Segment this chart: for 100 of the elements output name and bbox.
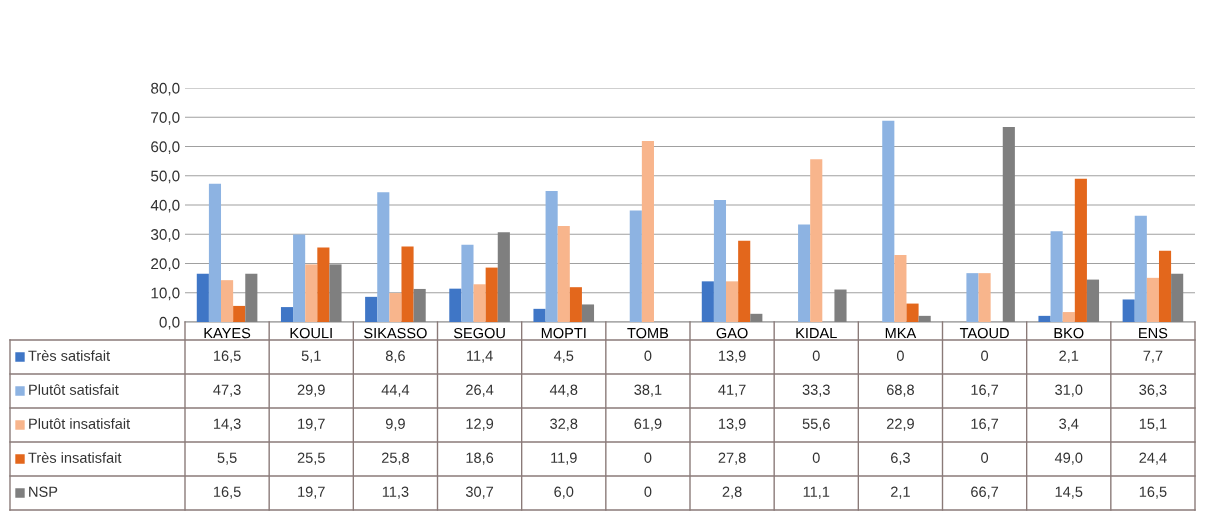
bar <box>726 281 739 322</box>
data-label: 32,8 <box>550 418 578 431</box>
data-label: 36,3 <box>1139 384 1167 397</box>
data-label: 0 <box>644 350 652 361</box>
data-label: 61,9 <box>634 418 662 431</box>
bar <box>798 224 811 322</box>
data-label: 66,7 <box>971 486 999 499</box>
data-label: 0 <box>981 452 989 463</box>
x-tick-label: MKA <box>885 328 917 339</box>
x-tick-label: MOPTI <box>541 327 586 339</box>
data-label: 33,3 <box>802 384 830 397</box>
bar <box>1146 277 1159 322</box>
data-label: 16,5 <box>214 350 241 363</box>
bar <box>641 140 654 322</box>
data-label: 2,8 <box>722 486 742 499</box>
bar <box>221 280 234 322</box>
data-label: 29,9 <box>297 384 325 397</box>
data-label: 2,1 <box>1059 350 1079 363</box>
y-tick-label: 10,0 <box>151 287 180 301</box>
bar <box>377 192 390 322</box>
x-tick-label: ENS <box>1139 327 1168 339</box>
bar <box>569 287 582 322</box>
data-label: 26,4 <box>466 384 494 397</box>
x-tick-label: SIKASSO <box>364 327 427 339</box>
bar <box>545 190 558 322</box>
data-label: 14,3 <box>214 418 241 431</box>
bar <box>485 267 498 322</box>
data-label: 22,9 <box>886 418 914 431</box>
bar <box>365 296 378 322</box>
x-tick-label: TOMB <box>627 327 669 339</box>
data-label: 27,8 <box>718 452 746 465</box>
data-label: 9,9 <box>385 418 405 431</box>
bar <box>882 120 895 322</box>
legend-label: Plutôt satisfait <box>29 384 119 395</box>
data-label: 16,5 <box>1139 486 1167 499</box>
data-label: 13,9 <box>719 418 746 431</box>
data-label: 49,0 <box>1054 452 1083 465</box>
bar <box>280 307 294 322</box>
data-label: 12,9 <box>466 418 494 431</box>
data-label: 8,6 <box>385 350 405 363</box>
bar <box>1050 231 1063 322</box>
bar <box>233 305 246 322</box>
bar <box>461 244 474 322</box>
legend-label: Plutôt insatisfait <box>29 418 131 429</box>
data-label: 55,6 <box>802 418 830 431</box>
bar <box>293 234 306 322</box>
bar <box>966 273 979 322</box>
bar <box>1038 315 1051 322</box>
legend-label: Très insatisfait <box>28 452 122 463</box>
data-label: 25,5 <box>297 452 325 465</box>
bar <box>629 210 642 322</box>
x-tick-label: KOULI <box>290 327 332 339</box>
data-label: 2,1 <box>891 486 910 499</box>
y-tick-label: 80,0 <box>151 82 180 96</box>
bar <box>449 288 462 322</box>
y-tick-label: 60,0 <box>151 141 180 154</box>
data-label: 11,4 <box>467 350 493 363</box>
data-label: 16,7 <box>971 418 999 431</box>
bar <box>894 255 907 322</box>
bar <box>401 246 414 322</box>
bar <box>196 273 209 322</box>
data-label: 16,7 <box>971 384 999 397</box>
data-label: 0 <box>644 486 652 497</box>
bar <box>305 264 318 322</box>
y-tick-label: 40,0 <box>150 199 180 213</box>
data-label: 4,5 <box>553 350 574 363</box>
data-label: 11,1 <box>803 486 830 499</box>
data-label: 24,4 <box>1139 452 1167 465</box>
bar <box>978 273 991 322</box>
x-tick-label: KIDAL <box>796 328 837 339</box>
data-label: 5,5 <box>217 452 237 465</box>
bar <box>208 183 222 322</box>
x-tick-label: SEGOU <box>453 327 505 339</box>
data-label: 14,5 <box>1055 486 1083 499</box>
bar <box>906 303 919 322</box>
data-label: 11,3 <box>382 486 409 499</box>
bar <box>533 308 546 322</box>
data-label: 44,4 <box>381 384 410 397</box>
bar <box>713 200 727 322</box>
data-label: 47,3 <box>213 384 241 397</box>
data-label: 0 <box>981 350 989 361</box>
legend-label: NSP <box>29 486 58 497</box>
bar <box>317 247 330 322</box>
data-label: 38,1 <box>634 384 662 397</box>
legend-label: Très satisfait <box>28 350 110 361</box>
data-label: 0 <box>812 350 820 361</box>
x-tick-label: KAYES <box>204 327 251 339</box>
data-label: 41,7 <box>718 384 746 397</box>
data-label: 15,1 <box>1139 418 1167 431</box>
data-label: 19,7 <box>298 486 325 499</box>
y-tick-label: 70,0 <box>151 112 180 125</box>
data-label: 19,7 <box>298 418 325 431</box>
data-label: 44,8 <box>549 384 578 397</box>
bar <box>701 281 714 322</box>
y-tick-label: 0,0 <box>159 316 180 330</box>
bar <box>1134 215 1147 322</box>
bar <box>389 293 402 322</box>
data-label: 6,0 <box>554 486 574 499</box>
data-label: 0 <box>812 452 820 463</box>
data-label: 0 <box>644 452 652 463</box>
